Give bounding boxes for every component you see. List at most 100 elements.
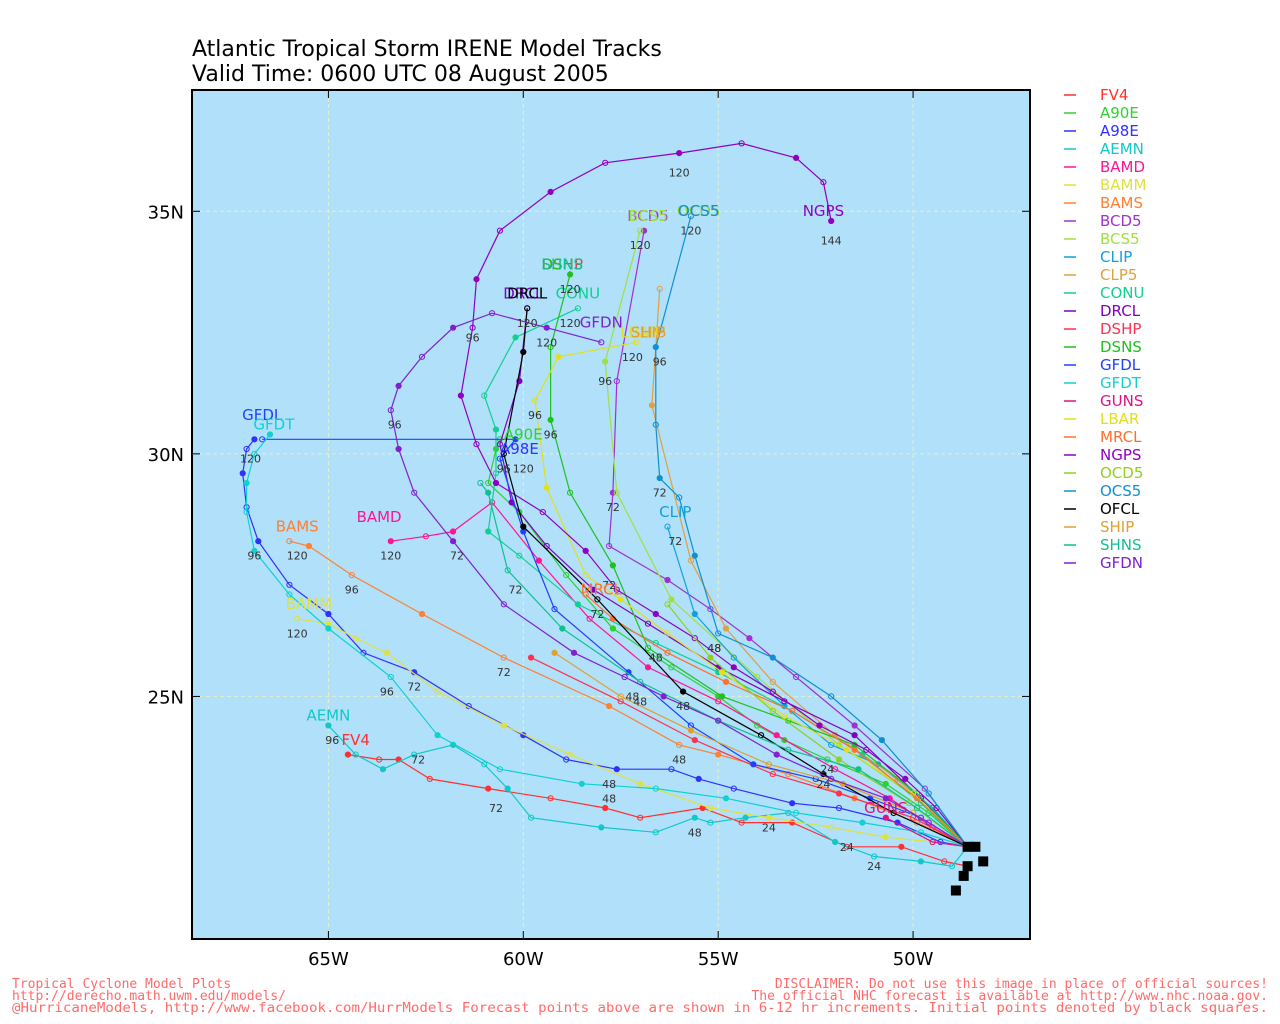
track-point-a90e — [609, 625, 617, 632]
x-tick-label-1: 60W — [503, 949, 544, 970]
track-point-clip — [664, 523, 671, 530]
track-name-shns: SHNS — [542, 256, 584, 274]
track-point-ngps — [816, 722, 823, 729]
legend-label-ocs5: OCS5 — [1100, 482, 1141, 500]
forecast-hour-label: 48 — [602, 792, 616, 805]
track-point-ngps — [828, 217, 835, 225]
track-point-gfdt — [578, 780, 585, 787]
track-point-lbar — [633, 339, 640, 346]
footer-left-1: Tropical Cyclone Model Plots — [12, 977, 231, 992]
initial-point-square — [962, 841, 973, 852]
track-point-aemn — [785, 809, 792, 817]
track-point-gfdn — [828, 775, 835, 783]
forecast-hour-label: 120 — [680, 225, 701, 238]
track-point-conu — [574, 305, 582, 312]
track-point-gfdn — [411, 489, 418, 496]
track-point-aemn — [481, 761, 488, 768]
track-point-bamd — [422, 533, 429, 540]
forecast-hour-label: 48 — [707, 642, 721, 655]
track-point-a90e — [882, 780, 889, 787]
forecast-hour-label: 120 — [517, 317, 538, 330]
track-point-conu — [574, 601, 582, 608]
track-ngps — [457, 140, 971, 850]
forecast-hour-label: 48 — [633, 695, 647, 708]
track-point-lbar — [617, 596, 624, 603]
track-point-gfdt — [652, 785, 659, 792]
forecast-hour-label: 120 — [287, 550, 308, 563]
track-point-ofcl — [524, 305, 531, 312]
forecast-hour-label: 24 — [840, 841, 854, 854]
track-point-a98e — [243, 445, 250, 453]
track-name-ocd5: OCD5 — [677, 202, 720, 220]
track-name-ngps: NGPS — [803, 202, 844, 220]
track-point-gfdn — [882, 795, 889, 802]
track-point-gfdt — [325, 625, 332, 632]
axis-ticks: 65W 60W 55W 50W 25N 30N 35N — [148, 90, 1030, 970]
track-point-gfdn — [598, 339, 605, 346]
track-line-clp5 — [651, 288, 969, 848]
forecast-hour-label: 72 — [602, 579, 616, 592]
forecast-hour-label: 48 — [676, 700, 690, 713]
initial-point-square — [970, 841, 981, 852]
legend-label-fv4: FV4 — [1100, 86, 1128, 104]
track-point-gfdt — [496, 766, 503, 773]
track-point-lbar — [843, 746, 850, 753]
legend-label-bams: BAMS — [1100, 194, 1143, 212]
track-point-gfdl — [750, 761, 757, 768]
track-name-ocs5: OCS5 — [678, 202, 719, 220]
track-point-clp5 — [687, 557, 695, 564]
track-line-shns — [479, 482, 968, 848]
track-name-a98e: A98E — [500, 440, 539, 458]
legend-label-gfdt: GFDT — [1100, 374, 1142, 392]
track-point-bcd5 — [793, 673, 800, 681]
track-point-clp5 — [722, 625, 730, 632]
track-point-gfdn — [500, 601, 507, 608]
track-point-a98e — [325, 610, 332, 618]
track-name-mrcl: MRCL — [581, 581, 623, 599]
track-point-ngps — [473, 441, 480, 448]
track-name-fv4: FV4 — [341, 731, 369, 749]
track-point-conu — [512, 334, 519, 341]
legend-label-ocd5: OCD5 — [1100, 464, 1143, 482]
chart-title: Atlantic Tropical Storm IRENE Model Trac… — [192, 37, 662, 62]
legend-label-aemn: AEMN — [1100, 140, 1144, 158]
track-point-a98e — [251, 436, 258, 443]
track-point-bams — [348, 572, 355, 579]
track-name-gfdt: GFDT — [253, 416, 295, 434]
track-name-ship: SHIP — [631, 323, 665, 341]
legend-label-gfdn: GFDN — [1100, 554, 1143, 572]
track-point-aemn — [742, 814, 749, 821]
track-point-lbar — [664, 630, 671, 637]
track-point-ocs5 — [925, 790, 932, 797]
forecast-hour-label: 96 — [345, 584, 359, 597]
track-name-dsns: DSNS — [541, 256, 583, 274]
legend-label-shns: SHNS — [1100, 536, 1142, 554]
track-point-gfdt — [859, 819, 866, 826]
track-name-a90e: A90E — [504, 425, 543, 443]
track-point-ngps — [492, 479, 500, 487]
legend-label-guns: GUNS — [1100, 392, 1143, 410]
initial-point-square — [958, 870, 969, 881]
track-point-ngps — [652, 610, 659, 618]
track-point-ocs5 — [652, 421, 659, 428]
track-point-conu — [492, 426, 500, 433]
track-point-dsns — [567, 489, 574, 496]
track-point-ship — [551, 649, 558, 656]
track-point-ngps — [547, 188, 554, 195]
track-point-shns — [855, 766, 862, 773]
track-point-gfdn — [489, 310, 496, 317]
track-point-bamm — [383, 649, 390, 656]
track-point-gfdt — [243, 508, 250, 516]
forecast-hour-label: 48 — [672, 754, 686, 767]
forecast-hour-label: 120 — [240, 453, 261, 466]
legend-label-a90e: A90E — [1100, 104, 1139, 122]
track-point-ocd5 — [906, 800, 913, 807]
track-point-aemn — [352, 751, 359, 758]
track-point-ofcl — [520, 348, 527, 356]
forecast-hour-label: 72 — [606, 501, 620, 514]
track-name-gfdl: GFDL — [242, 406, 283, 424]
track-point-drcl — [851, 732, 858, 739]
track-point-clip — [828, 741, 835, 749]
forecast-hour-label: 72 — [489, 802, 503, 815]
forecast-hour-label: 72 — [450, 550, 464, 563]
